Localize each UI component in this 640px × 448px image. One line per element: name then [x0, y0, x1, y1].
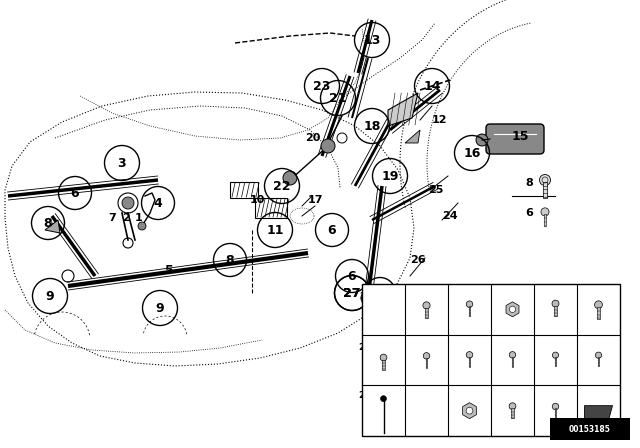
Text: 19: 19 [405, 391, 418, 400]
Circle shape [467, 352, 473, 358]
Text: 6: 6 [328, 224, 336, 237]
Text: 25: 25 [428, 185, 444, 195]
Text: 4: 4 [154, 197, 163, 210]
Bar [426, 308, 428, 319]
Text: 6: 6 [376, 287, 384, 300]
Circle shape [283, 171, 297, 185]
Circle shape [467, 301, 473, 307]
Circle shape [466, 407, 473, 414]
Circle shape [423, 353, 429, 359]
Circle shape [541, 208, 549, 216]
Text: 15: 15 [512, 129, 529, 142]
Bar [230, 182, 258, 198]
Text: 9: 9 [501, 391, 508, 400]
Text: 9: 9 [45, 289, 54, 302]
Text: 16: 16 [453, 343, 466, 352]
Text: 4: 4 [501, 291, 508, 300]
Text: 2: 2 [122, 213, 130, 223]
Text: 22: 22 [273, 180, 291, 193]
Text: 27: 27 [343, 287, 361, 300]
Text: 23: 23 [358, 391, 371, 400]
Bar [426, 358, 428, 367]
Circle shape [476, 134, 488, 146]
Text: 27: 27 [343, 287, 361, 300]
Polygon shape [388, 93, 418, 126]
Text: 22: 22 [359, 292, 372, 301]
Bar [555, 357, 556, 366]
Text: 16: 16 [463, 146, 481, 159]
Text: 13: 13 [364, 34, 381, 47]
Polygon shape [463, 403, 476, 419]
Bar [543, 182, 547, 198]
Bar [468, 357, 470, 366]
Circle shape [509, 306, 516, 313]
Circle shape [361, 291, 375, 305]
Text: 27: 27 [358, 343, 371, 352]
Text: 17: 17 [308, 195, 323, 205]
Bar [468, 306, 470, 316]
Text: 8: 8 [226, 254, 234, 267]
Circle shape [380, 354, 387, 361]
Text: 18: 18 [364, 120, 381, 133]
Text: 6: 6 [348, 270, 356, 283]
Text: 21: 21 [329, 91, 347, 104]
Circle shape [321, 139, 335, 153]
Circle shape [595, 352, 602, 358]
Text: 5: 5 [165, 263, 173, 276]
Text: 21: 21 [405, 343, 418, 352]
Circle shape [552, 300, 559, 307]
Text: 13: 13 [453, 291, 466, 300]
Text: 14: 14 [453, 391, 466, 400]
Bar [362, 284, 620, 436]
Circle shape [595, 301, 602, 309]
Text: 3: 3 [118, 156, 126, 169]
Bar [255, 198, 287, 218]
Text: 3: 3 [547, 343, 554, 352]
Text: 6: 6 [525, 208, 533, 218]
Circle shape [122, 197, 134, 209]
Circle shape [552, 403, 559, 410]
Text: 8: 8 [44, 216, 52, 229]
Polygon shape [584, 406, 612, 428]
Text: 14: 14 [423, 79, 441, 92]
Text: 11: 11 [499, 343, 511, 352]
Text: 10: 10 [250, 195, 266, 205]
Text: 19: 19 [381, 169, 399, 182]
Circle shape [509, 352, 516, 358]
Text: 24: 24 [442, 211, 458, 221]
Bar [554, 306, 557, 316]
Bar [597, 307, 600, 319]
Circle shape [509, 403, 516, 409]
Text: 26: 26 [410, 255, 426, 265]
Bar [511, 408, 513, 418]
Text: 7: 7 [108, 213, 116, 223]
Polygon shape [506, 302, 519, 317]
Circle shape [540, 175, 550, 185]
Bar [543, 214, 547, 226]
Polygon shape [45, 220, 60, 233]
Text: 9: 9 [156, 302, 164, 314]
Bar [550, 418, 630, 440]
Text: 11: 11 [266, 224, 284, 237]
Text: 18: 18 [405, 291, 418, 300]
Text: 1: 1 [135, 213, 143, 223]
Text: 8: 8 [525, 178, 532, 188]
Polygon shape [405, 130, 420, 143]
Text: 00153185: 00153185 [569, 425, 611, 434]
Text: 20: 20 [305, 133, 321, 143]
Text: 23: 23 [314, 79, 331, 92]
Bar [383, 360, 385, 370]
Circle shape [552, 352, 559, 358]
Text: 12: 12 [432, 115, 447, 125]
Bar [511, 357, 513, 366]
Circle shape [381, 396, 387, 402]
FancyBboxPatch shape [486, 124, 544, 154]
Circle shape [138, 222, 146, 230]
Circle shape [423, 302, 430, 309]
Bar [554, 409, 556, 418]
Text: 6: 6 [70, 186, 79, 199]
Bar [598, 357, 600, 366]
